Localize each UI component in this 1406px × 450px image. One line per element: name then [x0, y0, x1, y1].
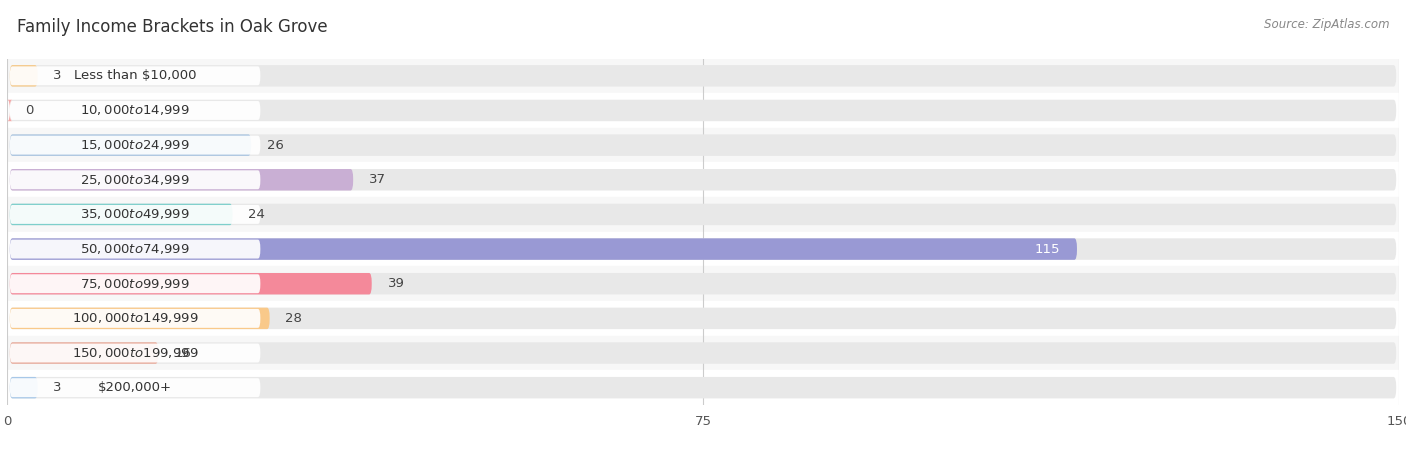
Bar — [7, 232, 1399, 266]
FancyBboxPatch shape — [10, 238, 1396, 260]
Text: $25,000 to $34,999: $25,000 to $34,999 — [80, 173, 190, 187]
FancyBboxPatch shape — [10, 170, 260, 189]
FancyBboxPatch shape — [10, 238, 1077, 260]
Text: $75,000 to $99,999: $75,000 to $99,999 — [80, 277, 190, 291]
Text: 28: 28 — [285, 312, 302, 325]
FancyBboxPatch shape — [10, 309, 260, 328]
FancyBboxPatch shape — [10, 342, 159, 364]
Text: 3: 3 — [53, 381, 62, 394]
FancyBboxPatch shape — [10, 204, 232, 225]
FancyBboxPatch shape — [10, 308, 270, 329]
FancyBboxPatch shape — [10, 169, 1396, 190]
FancyBboxPatch shape — [10, 377, 1396, 398]
Bar — [7, 266, 1399, 301]
FancyBboxPatch shape — [10, 169, 353, 190]
FancyBboxPatch shape — [10, 342, 1396, 364]
Text: $150,000 to $199,999: $150,000 to $199,999 — [72, 346, 198, 360]
Bar — [7, 301, 1399, 336]
Text: Family Income Brackets in Oak Grove: Family Income Brackets in Oak Grove — [17, 18, 328, 36]
FancyBboxPatch shape — [10, 135, 1396, 156]
FancyBboxPatch shape — [10, 239, 260, 259]
FancyBboxPatch shape — [10, 273, 1396, 294]
Text: Source: ZipAtlas.com: Source: ZipAtlas.com — [1264, 18, 1389, 31]
Bar — [7, 336, 1399, 370]
Text: Less than $10,000: Less than $10,000 — [75, 69, 197, 82]
FancyBboxPatch shape — [10, 135, 252, 156]
Text: $100,000 to $149,999: $100,000 to $149,999 — [72, 311, 198, 325]
FancyBboxPatch shape — [10, 343, 260, 363]
FancyBboxPatch shape — [10, 100, 1396, 121]
FancyBboxPatch shape — [10, 65, 1396, 86]
FancyBboxPatch shape — [10, 274, 260, 293]
Text: 115: 115 — [1035, 243, 1060, 256]
Text: 16: 16 — [174, 346, 191, 360]
Text: 0: 0 — [25, 104, 34, 117]
Text: 26: 26 — [267, 139, 284, 152]
Text: $15,000 to $24,999: $15,000 to $24,999 — [80, 138, 190, 152]
FancyBboxPatch shape — [10, 204, 1396, 225]
FancyBboxPatch shape — [10, 308, 1396, 329]
FancyBboxPatch shape — [10, 66, 260, 86]
Bar — [7, 128, 1399, 162]
Text: 3: 3 — [53, 69, 62, 82]
Bar — [7, 370, 1399, 405]
Bar — [7, 162, 1399, 197]
Text: 39: 39 — [388, 277, 405, 290]
FancyBboxPatch shape — [10, 273, 371, 294]
Text: $200,000+: $200,000+ — [98, 381, 172, 394]
Text: $50,000 to $74,999: $50,000 to $74,999 — [80, 242, 190, 256]
Bar — [7, 58, 1399, 93]
Text: 37: 37 — [368, 173, 385, 186]
FancyBboxPatch shape — [7, 100, 13, 121]
Text: 24: 24 — [249, 208, 266, 221]
Bar — [7, 93, 1399, 128]
Text: $35,000 to $49,999: $35,000 to $49,999 — [80, 207, 190, 221]
FancyBboxPatch shape — [10, 378, 260, 397]
FancyBboxPatch shape — [10, 135, 260, 155]
FancyBboxPatch shape — [10, 101, 260, 120]
FancyBboxPatch shape — [10, 65, 38, 86]
FancyBboxPatch shape — [10, 205, 260, 224]
Bar — [7, 197, 1399, 232]
Text: $10,000 to $14,999: $10,000 to $14,999 — [80, 104, 190, 117]
FancyBboxPatch shape — [10, 377, 38, 398]
